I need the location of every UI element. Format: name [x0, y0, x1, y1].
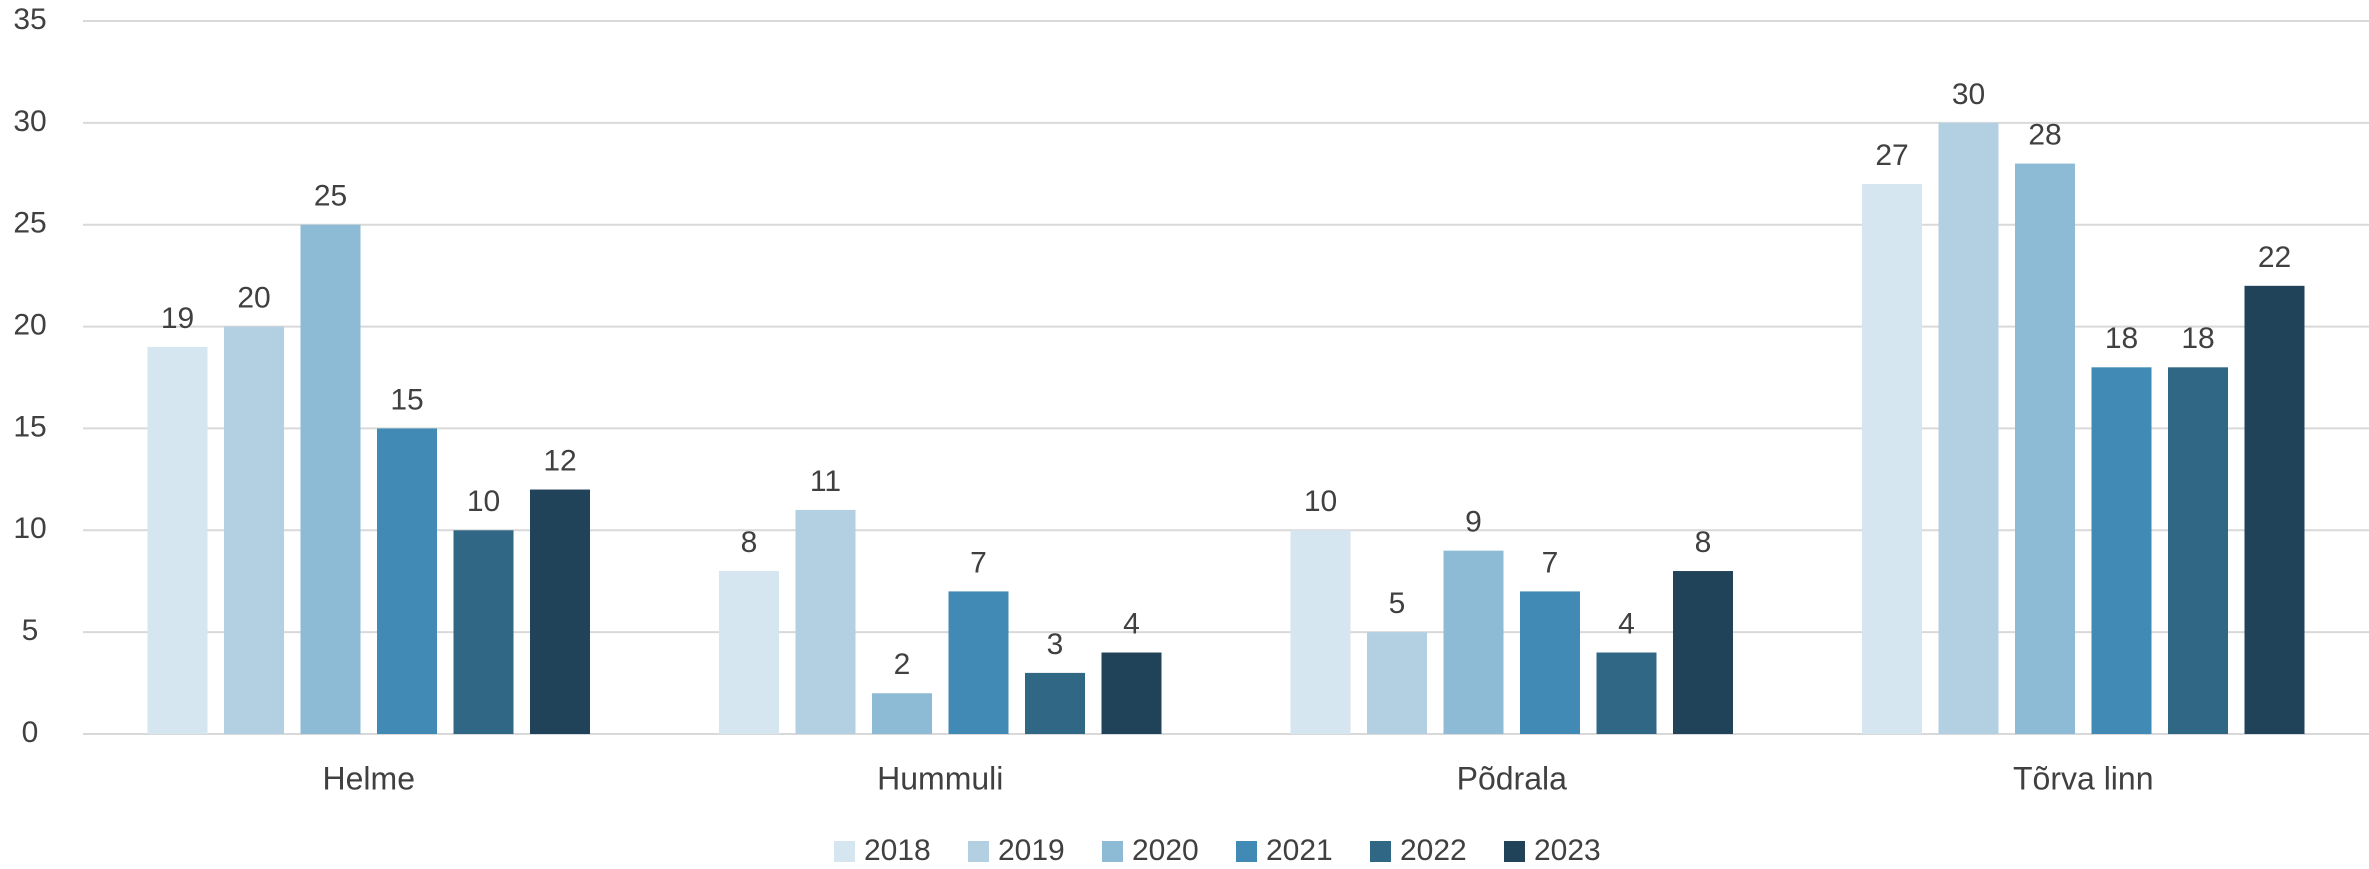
bar: [1290, 530, 1351, 734]
data-label: 27: [1875, 139, 1908, 172]
y-tick-label: 25: [13, 207, 46, 240]
bar: [300, 224, 361, 734]
y-tick-label: 5: [22, 614, 39, 647]
x-tick-label: Põdrala: [1457, 760, 1568, 796]
data-label: 5: [1389, 587, 1406, 620]
bar: [1443, 550, 1504, 734]
bar: [224, 326, 284, 734]
bar: [2091, 367, 2152, 734]
data-label: 11: [810, 465, 841, 498]
data-label: 7: [970, 546, 987, 579]
bar: [2244, 285, 2305, 734]
data-label: 19: [161, 302, 194, 335]
legend-label: 2020: [1132, 834, 1199, 867]
data-label: 4: [1123, 607, 1140, 640]
data-label: 8: [1695, 526, 1712, 559]
y-tick-label: 20: [13, 308, 46, 341]
x-tick-label: Hummuli: [877, 760, 1003, 796]
bar: [2015, 163, 2075, 735]
data-label: 25: [314, 180, 347, 213]
y-tick-label: 0: [22, 716, 39, 749]
legend-swatch: [1236, 841, 1257, 862]
legend-label: 2023: [1534, 834, 1601, 867]
legend-swatch: [968, 841, 989, 862]
y-tick-label: 35: [13, 3, 46, 36]
bar: [453, 530, 514, 734]
x-tick-label: Tõrva linn: [2013, 760, 2154, 796]
data-label: 22: [2258, 241, 2291, 274]
bar: [1596, 652, 1657, 734]
data-label: 28: [2028, 119, 2061, 152]
legend-swatch: [834, 841, 855, 862]
bar: [719, 571, 779, 734]
data-label: 3: [1047, 628, 1064, 661]
bar: [147, 346, 208, 734]
data-label: 10: [1304, 485, 1337, 518]
legend-label: 2018: [864, 834, 931, 867]
data-label: 20: [237, 281, 270, 314]
data-label: 7: [1542, 546, 1559, 579]
y-tick-label: 30: [13, 105, 46, 138]
bar: [1520, 591, 1580, 734]
data-label: 8: [741, 526, 758, 559]
bar: [377, 428, 437, 734]
bar: [2168, 367, 2228, 734]
bar: [1025, 672, 1085, 734]
legend-label: 2022: [1400, 834, 1467, 867]
data-label: 10: [467, 485, 500, 518]
legend-label: 2021: [1266, 834, 1333, 867]
y-tick-label: 10: [13, 512, 46, 545]
data-label: 9: [1465, 506, 1482, 539]
legend-swatch: [1504, 841, 1525, 862]
bar: [530, 489, 590, 734]
bar: [948, 591, 1009, 734]
legend-swatch: [1370, 841, 1391, 862]
bar: [1367, 632, 1427, 734]
bar: [872, 693, 932, 734]
legend-label: 2019: [998, 834, 1065, 867]
bar: [795, 509, 856, 734]
data-label: 18: [2105, 322, 2138, 355]
bar: [1938, 122, 1999, 735]
data-label: 30: [1952, 78, 1985, 111]
data-label: 12: [543, 444, 576, 477]
y-tick-label: 15: [13, 410, 46, 443]
data-label: 15: [390, 383, 423, 416]
data-label: 18: [2181, 322, 2214, 355]
legend-swatch: [1102, 841, 1123, 862]
bar: [1673, 571, 1733, 734]
data-label: 2: [894, 648, 911, 681]
data-label: 4: [1618, 607, 1635, 640]
bar: [1862, 183, 1922, 734]
x-tick-label: Helme: [323, 760, 415, 796]
bar: [1101, 652, 1162, 734]
